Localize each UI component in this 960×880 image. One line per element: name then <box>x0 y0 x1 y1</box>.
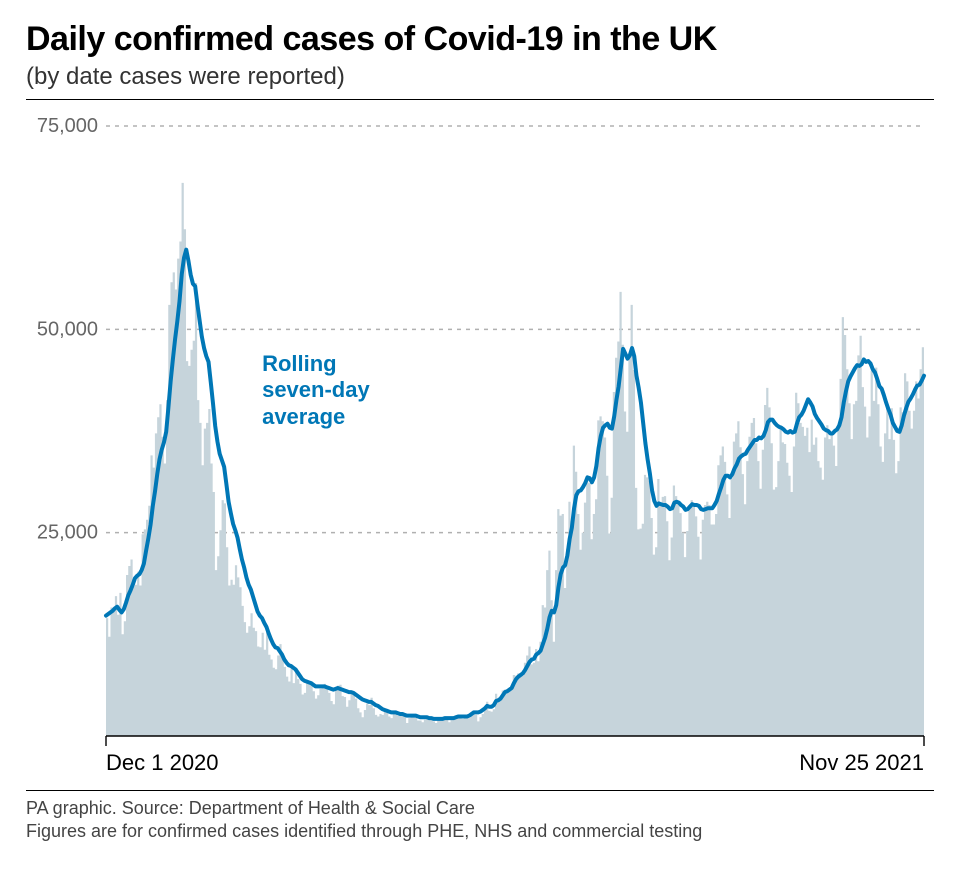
divider-bottom <box>26 790 934 791</box>
footer: PA graphic. Source: Department of Health… <box>26 797 934 842</box>
source-line: PA graphic. Source: Department of Health… <box>26 797 934 820</box>
svg-text:50,000: 50,000 <box>37 318 98 340</box>
svg-text:Dec 1 2020: Dec 1 2020 <box>106 750 219 775</box>
note-line: Figures are for confirmed cases identifi… <box>26 820 934 843</box>
svg-text:75,000: 75,000 <box>37 115 98 137</box>
rolling-avg-annotation: Rolling seven-day average <box>262 351 370 430</box>
chart-area: 25,00050,00075,000Dec 1 2020Nov 25 2021 … <box>26 106 934 786</box>
divider-top <box>26 99 934 100</box>
svg-text:25,000: 25,000 <box>37 522 98 544</box>
svg-text:Nov 25 2021: Nov 25 2021 <box>799 750 924 775</box>
chart-svg: 25,000 50,000 75,000 Dec 1 2020 Nov 25 2021 <box>26 106 934 786</box>
chart-title: Daily confirmed cases of Covid-19 in the… <box>26 20 934 59</box>
chart-subtitle: (by date cases were reported) <box>26 63 934 91</box>
